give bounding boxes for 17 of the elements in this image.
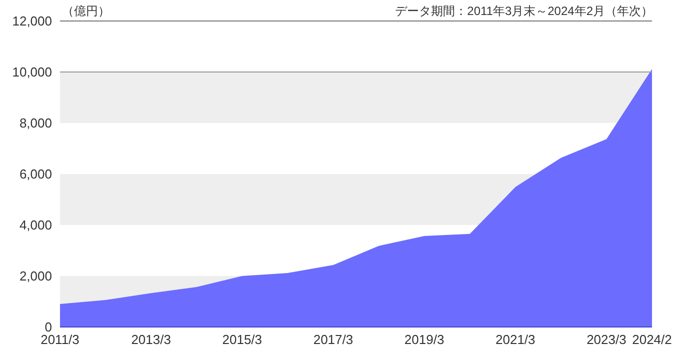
y-axis-title: （億円） — [62, 3, 110, 20]
y-tick-label: 4,000 — [19, 218, 52, 233]
y-tick-label: 12,000 — [12, 14, 52, 29]
x-tick-label: 2023/3 — [586, 332, 626, 348]
x-tick-label: 2017/3 — [313, 332, 354, 348]
x-tick-label: 2015/3 — [222, 332, 262, 348]
x-tick-label: 2011/3 — [40, 332, 80, 348]
x-tick-label: 2019/3 — [404, 332, 444, 348]
x-tick-label: 2024/2 — [632, 332, 672, 348]
y-tick-label: 0 — [44, 320, 52, 335]
x-tick-label: 2013/3 — [131, 332, 171, 348]
x-tick-label: 2021/3 — [496, 332, 536, 348]
y-tick-label: 10,000 — [12, 64, 52, 80]
y-tick-label: 8,000 — [19, 116, 52, 131]
text: データ期間：2011年3月末～2024年2月（年次） — [395, 3, 653, 20]
y-tick-label: 2,000 — [19, 268, 52, 284]
y-tick-label: 6,000 — [19, 166, 52, 182]
